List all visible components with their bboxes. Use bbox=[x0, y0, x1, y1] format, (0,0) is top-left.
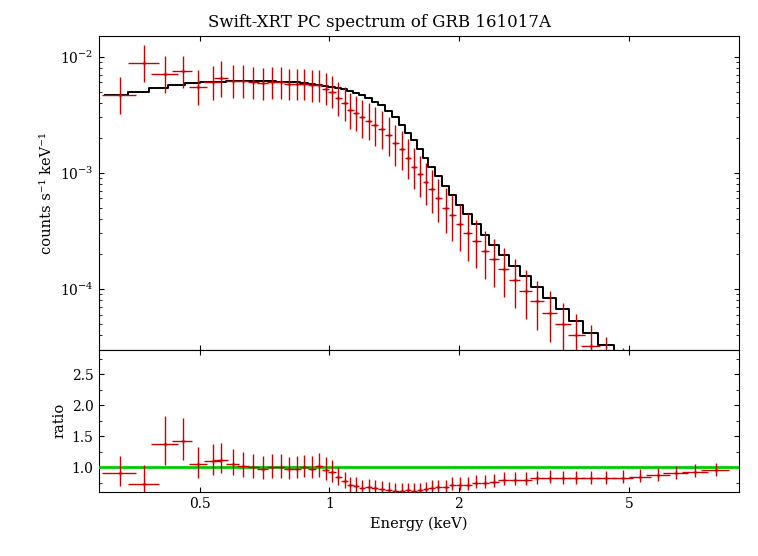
X-axis label: Energy (keV): Energy (keV) bbox=[370, 517, 468, 531]
Y-axis label: counts s⁻¹ keV⁻¹: counts s⁻¹ keV⁻¹ bbox=[40, 132, 55, 254]
Y-axis label: ratio: ratio bbox=[52, 403, 66, 439]
Text: Swift-XRT PC spectrum of GRB 161017A: Swift-XRT PC spectrum of GRB 161017A bbox=[208, 14, 550, 31]
